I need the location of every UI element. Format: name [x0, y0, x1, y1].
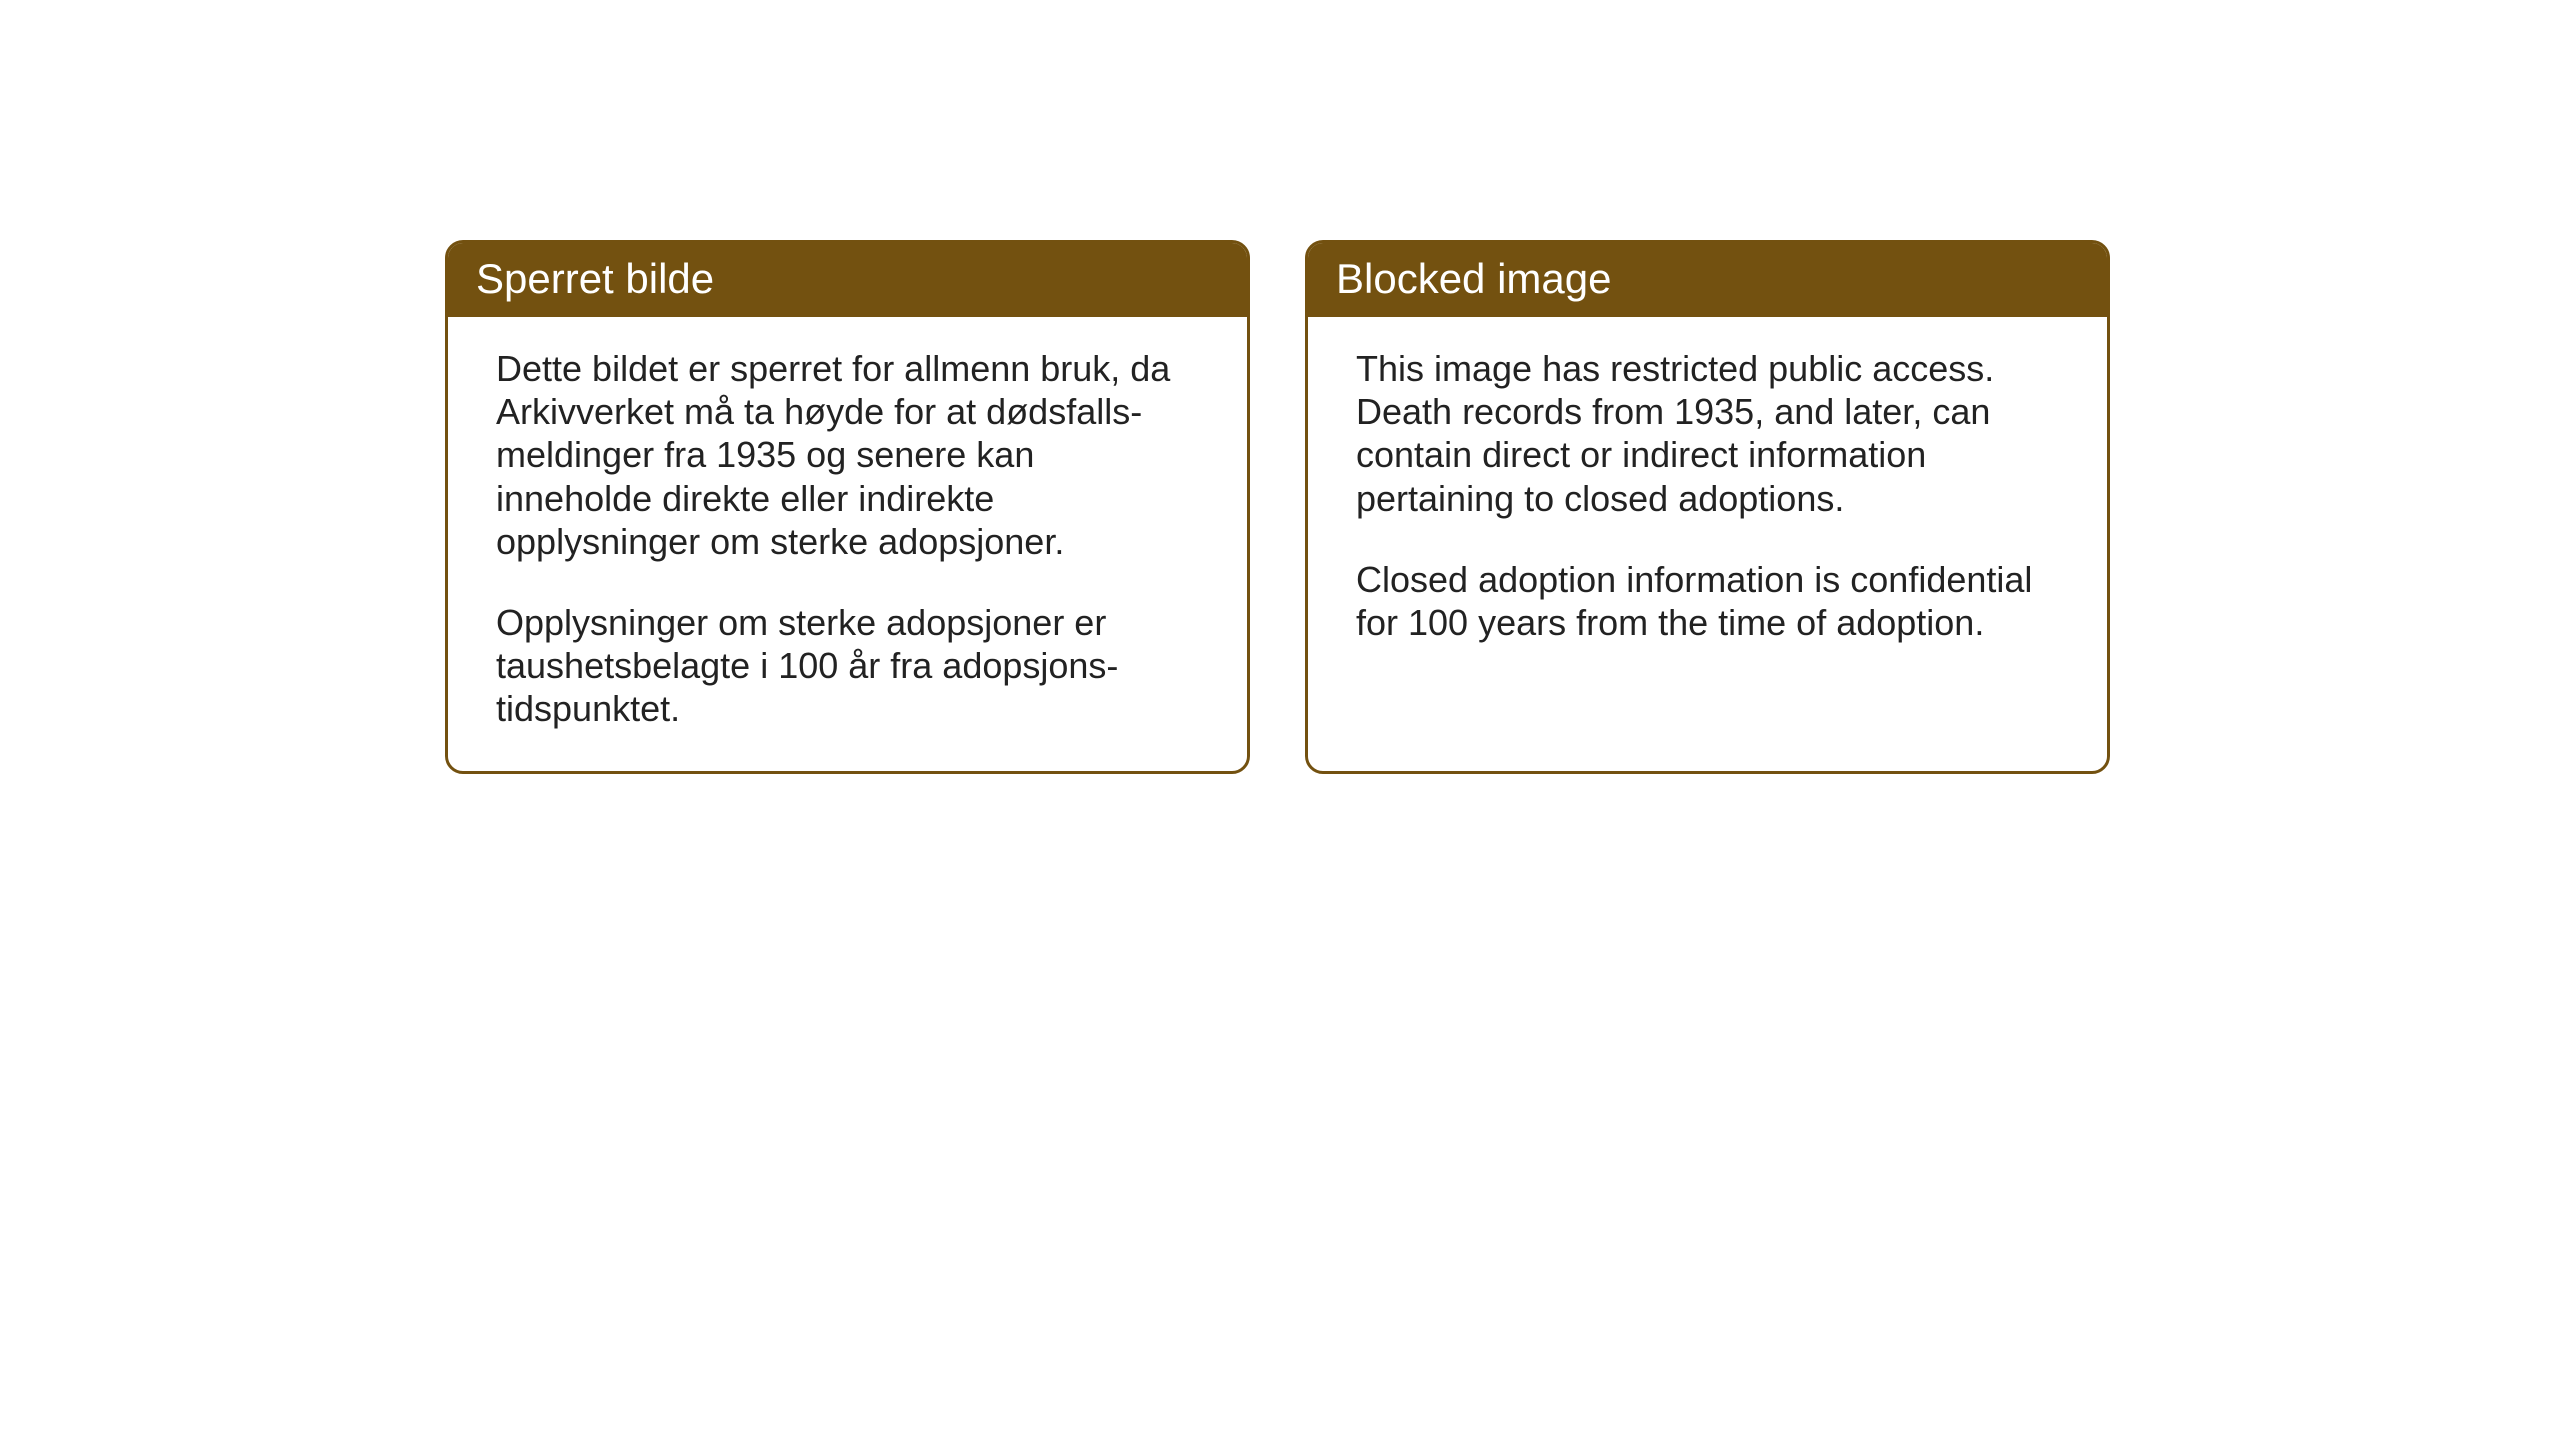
notice-card-english: Blocked image This image has restricted … [1305, 240, 2110, 774]
card-title: Sperret bilde [476, 255, 714, 302]
notice-cards-container: Sperret bilde Dette bildet er sperret fo… [445, 240, 2110, 774]
card-paragraph: Dette bildet er sperret for allmenn bruk… [496, 347, 1199, 563]
card-header-english: Blocked image [1308, 243, 2107, 317]
notice-card-norwegian: Sperret bilde Dette bildet er sperret fo… [445, 240, 1250, 774]
card-paragraph: This image has restricted public access.… [1356, 347, 2059, 520]
card-title: Blocked image [1336, 255, 1611, 302]
card-paragraph: Opplysninger om sterke adopsjoner er tau… [496, 601, 1199, 731]
card-body-english: This image has restricted public access.… [1308, 317, 2107, 757]
card-paragraph: Closed adoption information is confident… [1356, 558, 2059, 644]
card-header-norwegian: Sperret bilde [448, 243, 1247, 317]
card-body-norwegian: Dette bildet er sperret for allmenn bruk… [448, 317, 1247, 771]
